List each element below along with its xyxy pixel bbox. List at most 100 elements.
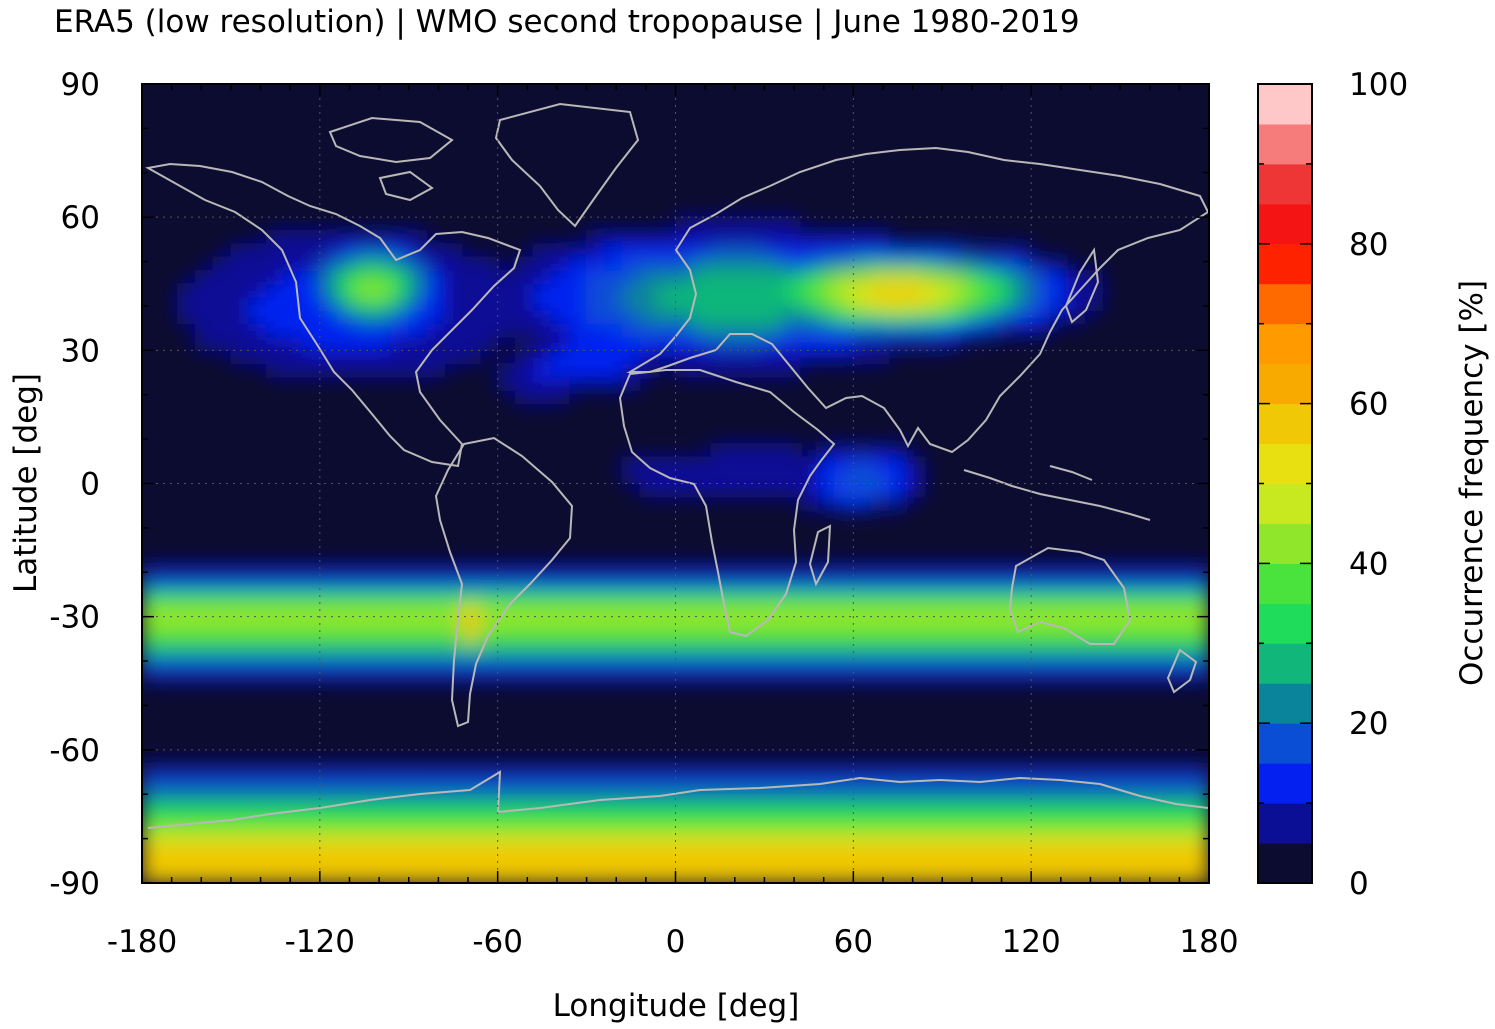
field-cell xyxy=(835,576,854,591)
field-cell xyxy=(301,789,321,804)
field-cell xyxy=(941,829,961,844)
field-cell xyxy=(283,642,303,658)
field-cell xyxy=(728,443,748,458)
field-cell xyxy=(354,616,374,631)
field-cell xyxy=(746,309,765,325)
field-cell xyxy=(781,443,801,458)
field-cell xyxy=(906,855,925,871)
field-cell xyxy=(514,269,534,285)
field-cell xyxy=(194,669,214,684)
field-cell xyxy=(461,309,481,325)
field-cell xyxy=(763,762,783,777)
field-cell xyxy=(1172,656,1192,671)
field-cell xyxy=(461,256,481,271)
field-cell xyxy=(497,789,516,804)
field-cell xyxy=(1066,762,1086,777)
field-cell xyxy=(657,349,676,365)
field-cell xyxy=(372,323,392,338)
field-cell xyxy=(852,829,872,844)
field-cell xyxy=(675,323,694,338)
colorbar-swatch xyxy=(1258,363,1312,405)
field-cell xyxy=(941,616,961,631)
field-cell xyxy=(265,602,285,618)
field-cell xyxy=(835,656,854,671)
field-cell xyxy=(265,629,285,644)
field-cell xyxy=(728,802,748,817)
x-tick-label: -60 xyxy=(472,924,523,960)
field-cell xyxy=(657,256,676,271)
field-cell xyxy=(408,642,428,658)
field-cell xyxy=(1137,576,1157,591)
field-cell xyxy=(265,296,285,311)
field-cell xyxy=(514,296,534,311)
field-cell xyxy=(354,576,374,591)
field-cell xyxy=(941,802,961,817)
field-cell xyxy=(586,283,605,298)
field-cell xyxy=(746,216,765,231)
field-cell xyxy=(675,842,694,857)
field-cell xyxy=(675,296,694,311)
field-cell xyxy=(1190,829,1209,844)
x-tick-label: 0 xyxy=(666,924,686,960)
field-cell xyxy=(550,349,570,365)
field-cell xyxy=(568,269,588,285)
field-cell xyxy=(1012,243,1032,258)
field-cell xyxy=(426,309,445,325)
field-cell xyxy=(675,616,694,631)
field-cell xyxy=(319,296,339,311)
field-cell xyxy=(443,589,463,604)
field-cell xyxy=(426,562,445,578)
field-cell xyxy=(177,656,196,671)
field-cell xyxy=(799,309,819,325)
field-cell xyxy=(408,855,428,871)
field-cell xyxy=(177,842,196,857)
field-cell xyxy=(710,855,730,871)
field-cell xyxy=(621,562,641,578)
field-cell xyxy=(692,802,712,817)
field-cell xyxy=(514,842,534,857)
colorbar-swatch xyxy=(1258,323,1312,365)
field-cell xyxy=(1012,656,1032,671)
field-cell xyxy=(959,656,979,671)
field-cell xyxy=(710,243,730,258)
x-tick-labels: -180 -120 -60 0 60 120 180 xyxy=(107,924,1239,960)
field-cell xyxy=(728,309,748,325)
field-cell xyxy=(319,775,339,791)
field-cell xyxy=(194,323,214,338)
field-cell xyxy=(301,349,321,365)
field-cell xyxy=(995,616,1014,631)
colorbar-swatch xyxy=(1258,563,1312,604)
field-cell xyxy=(408,829,428,844)
field-cell xyxy=(1030,576,1050,591)
field-cell xyxy=(1137,669,1157,684)
field-cell xyxy=(799,602,819,618)
field-cell xyxy=(870,283,890,298)
field-cell xyxy=(1012,323,1032,338)
field-cell xyxy=(479,762,499,777)
field-cell xyxy=(977,642,997,658)
field-cell xyxy=(568,323,588,338)
field-cell xyxy=(710,775,730,791)
field-cell xyxy=(817,283,837,298)
field-cell xyxy=(390,283,410,298)
field-cell xyxy=(550,642,570,658)
field-cell xyxy=(390,336,410,351)
field-cell xyxy=(390,323,410,338)
field-cell xyxy=(763,349,783,365)
field-cell xyxy=(426,802,445,817)
field-cell xyxy=(817,602,837,618)
field-cell xyxy=(408,629,428,644)
field-cell xyxy=(212,855,232,871)
field-cell xyxy=(568,802,588,817)
field-cell xyxy=(995,642,1014,658)
field-cell xyxy=(497,656,516,671)
field-cell xyxy=(1155,842,1174,857)
field-cell xyxy=(159,642,179,658)
field-cell xyxy=(159,775,179,791)
field-cell xyxy=(728,869,748,883)
field-cell xyxy=(888,243,908,258)
field-cell xyxy=(354,855,374,871)
field-cell xyxy=(532,802,552,817)
field-cell xyxy=(781,216,801,231)
field-cell xyxy=(870,869,890,883)
